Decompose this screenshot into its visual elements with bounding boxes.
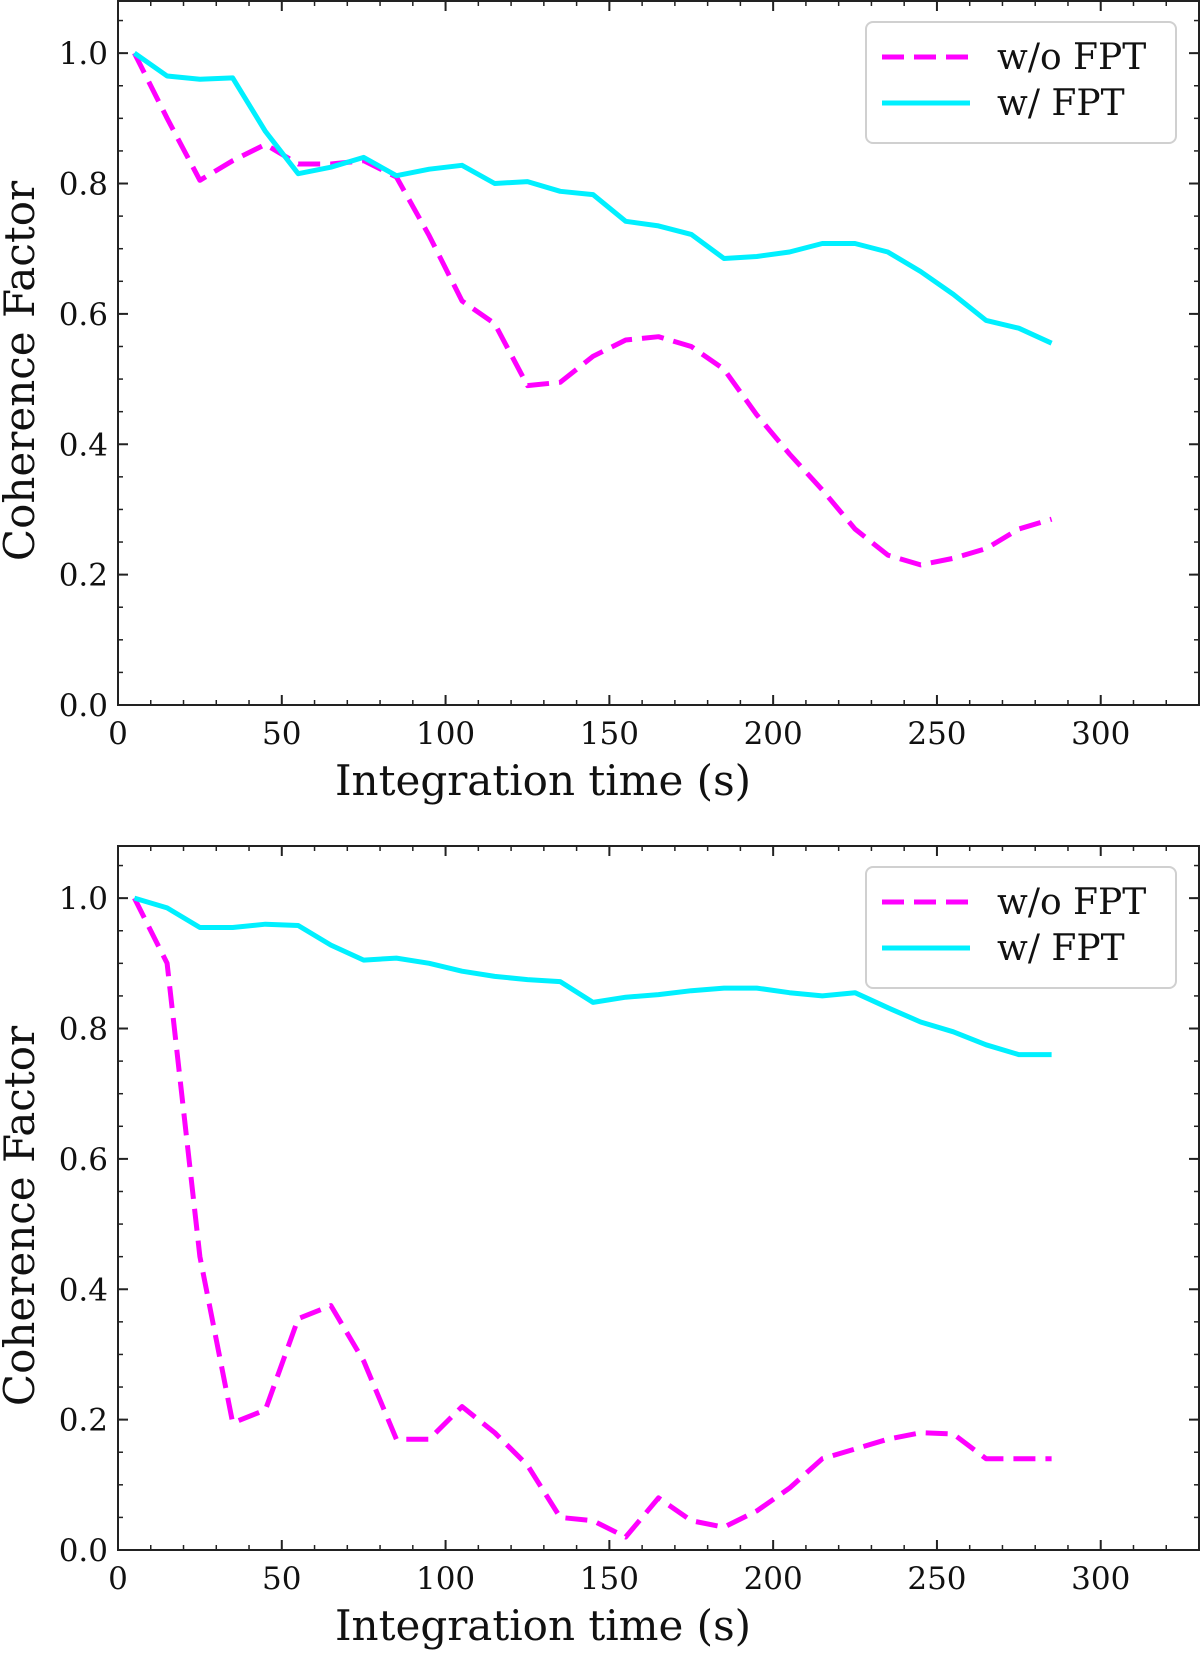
series-line-wo-fpt — [132, 896, 1052, 1540]
y-tick-label: 0.8 — [59, 167, 108, 203]
y-tick-label: 1.0 — [59, 881, 108, 917]
y-tick-label: 0.4 — [59, 427, 108, 463]
legend-box — [865, 866, 1177, 989]
x-tick-label: 250 — [907, 1561, 966, 1597]
x-tick-label: 0 — [108, 716, 128, 752]
x-tick-label: 250 — [907, 716, 966, 752]
series-line-w-fpt — [132, 51, 1053, 346]
y-axis-label: Coherence Factor — [0, 180, 44, 561]
x-tick-label: 150 — [580, 1561, 639, 1597]
y-tick-label: 0.2 — [59, 558, 108, 594]
y-tick-label: 0.6 — [59, 1142, 108, 1178]
top-plot: 0 50 100 150 200 250 300 0.0 0.2 0.4 0.6 0.8 1.0 Inte… — [0, 0, 1200, 805]
x-tick-label: 200 — [744, 1561, 803, 1597]
x-tick-label: 50 — [262, 1561, 301, 1597]
bottom-plot: 0 50 100 150 200 250 300 0.0 0.2 0.4 0.6 0.8 1.0 Inte… — [0, 845, 1200, 1650]
x-tick-label: 0 — [108, 1561, 128, 1597]
x-tick-label: 50 — [262, 716, 301, 752]
legend-label: w/o FPT — [997, 37, 1146, 78]
x-tick-label: 200 — [744, 716, 803, 752]
x-tick-label: 100 — [416, 716, 475, 752]
plot-frame — [117, 845, 1200, 1551]
y-tick-label: 0.2 — [59, 1403, 108, 1439]
legend: w/o FPT w/ FPT — [865, 21, 1177, 144]
legend: w/o FPT w/ FPT — [865, 866, 1177, 989]
y-tick-label: 0.4 — [59, 1272, 108, 1308]
legend-box — [865, 21, 1177, 144]
series-line-w-fpt — [133, 895, 1052, 1058]
y-axis-label: Coherence Factor — [0, 1025, 44, 1406]
y-tick-label: 0.8 — [59, 1012, 108, 1048]
x-tick-label: 300 — [1071, 716, 1130, 752]
legend-label: w/ FPT — [997, 83, 1125, 124]
x-tick-label: 100 — [416, 1561, 475, 1597]
legend-label: w/ FPT — [997, 928, 1125, 969]
x-tick-label: 150 — [580, 716, 639, 752]
x-axis-label: Integration time (s) — [335, 756, 751, 805]
y-tick-label: 0.0 — [59, 688, 108, 724]
x-axis-label: Integration time (s) — [335, 1601, 751, 1650]
y-tick-label: 0.6 — [59, 297, 108, 333]
y-tick-label: 0.0 — [59, 1533, 108, 1569]
y-tick-label: 1.0 — [59, 36, 108, 72]
x-tick-label: 300 — [1071, 1561, 1130, 1597]
plot-frame — [117, 0, 1200, 706]
legend-label: w/o FPT — [997, 882, 1146, 923]
